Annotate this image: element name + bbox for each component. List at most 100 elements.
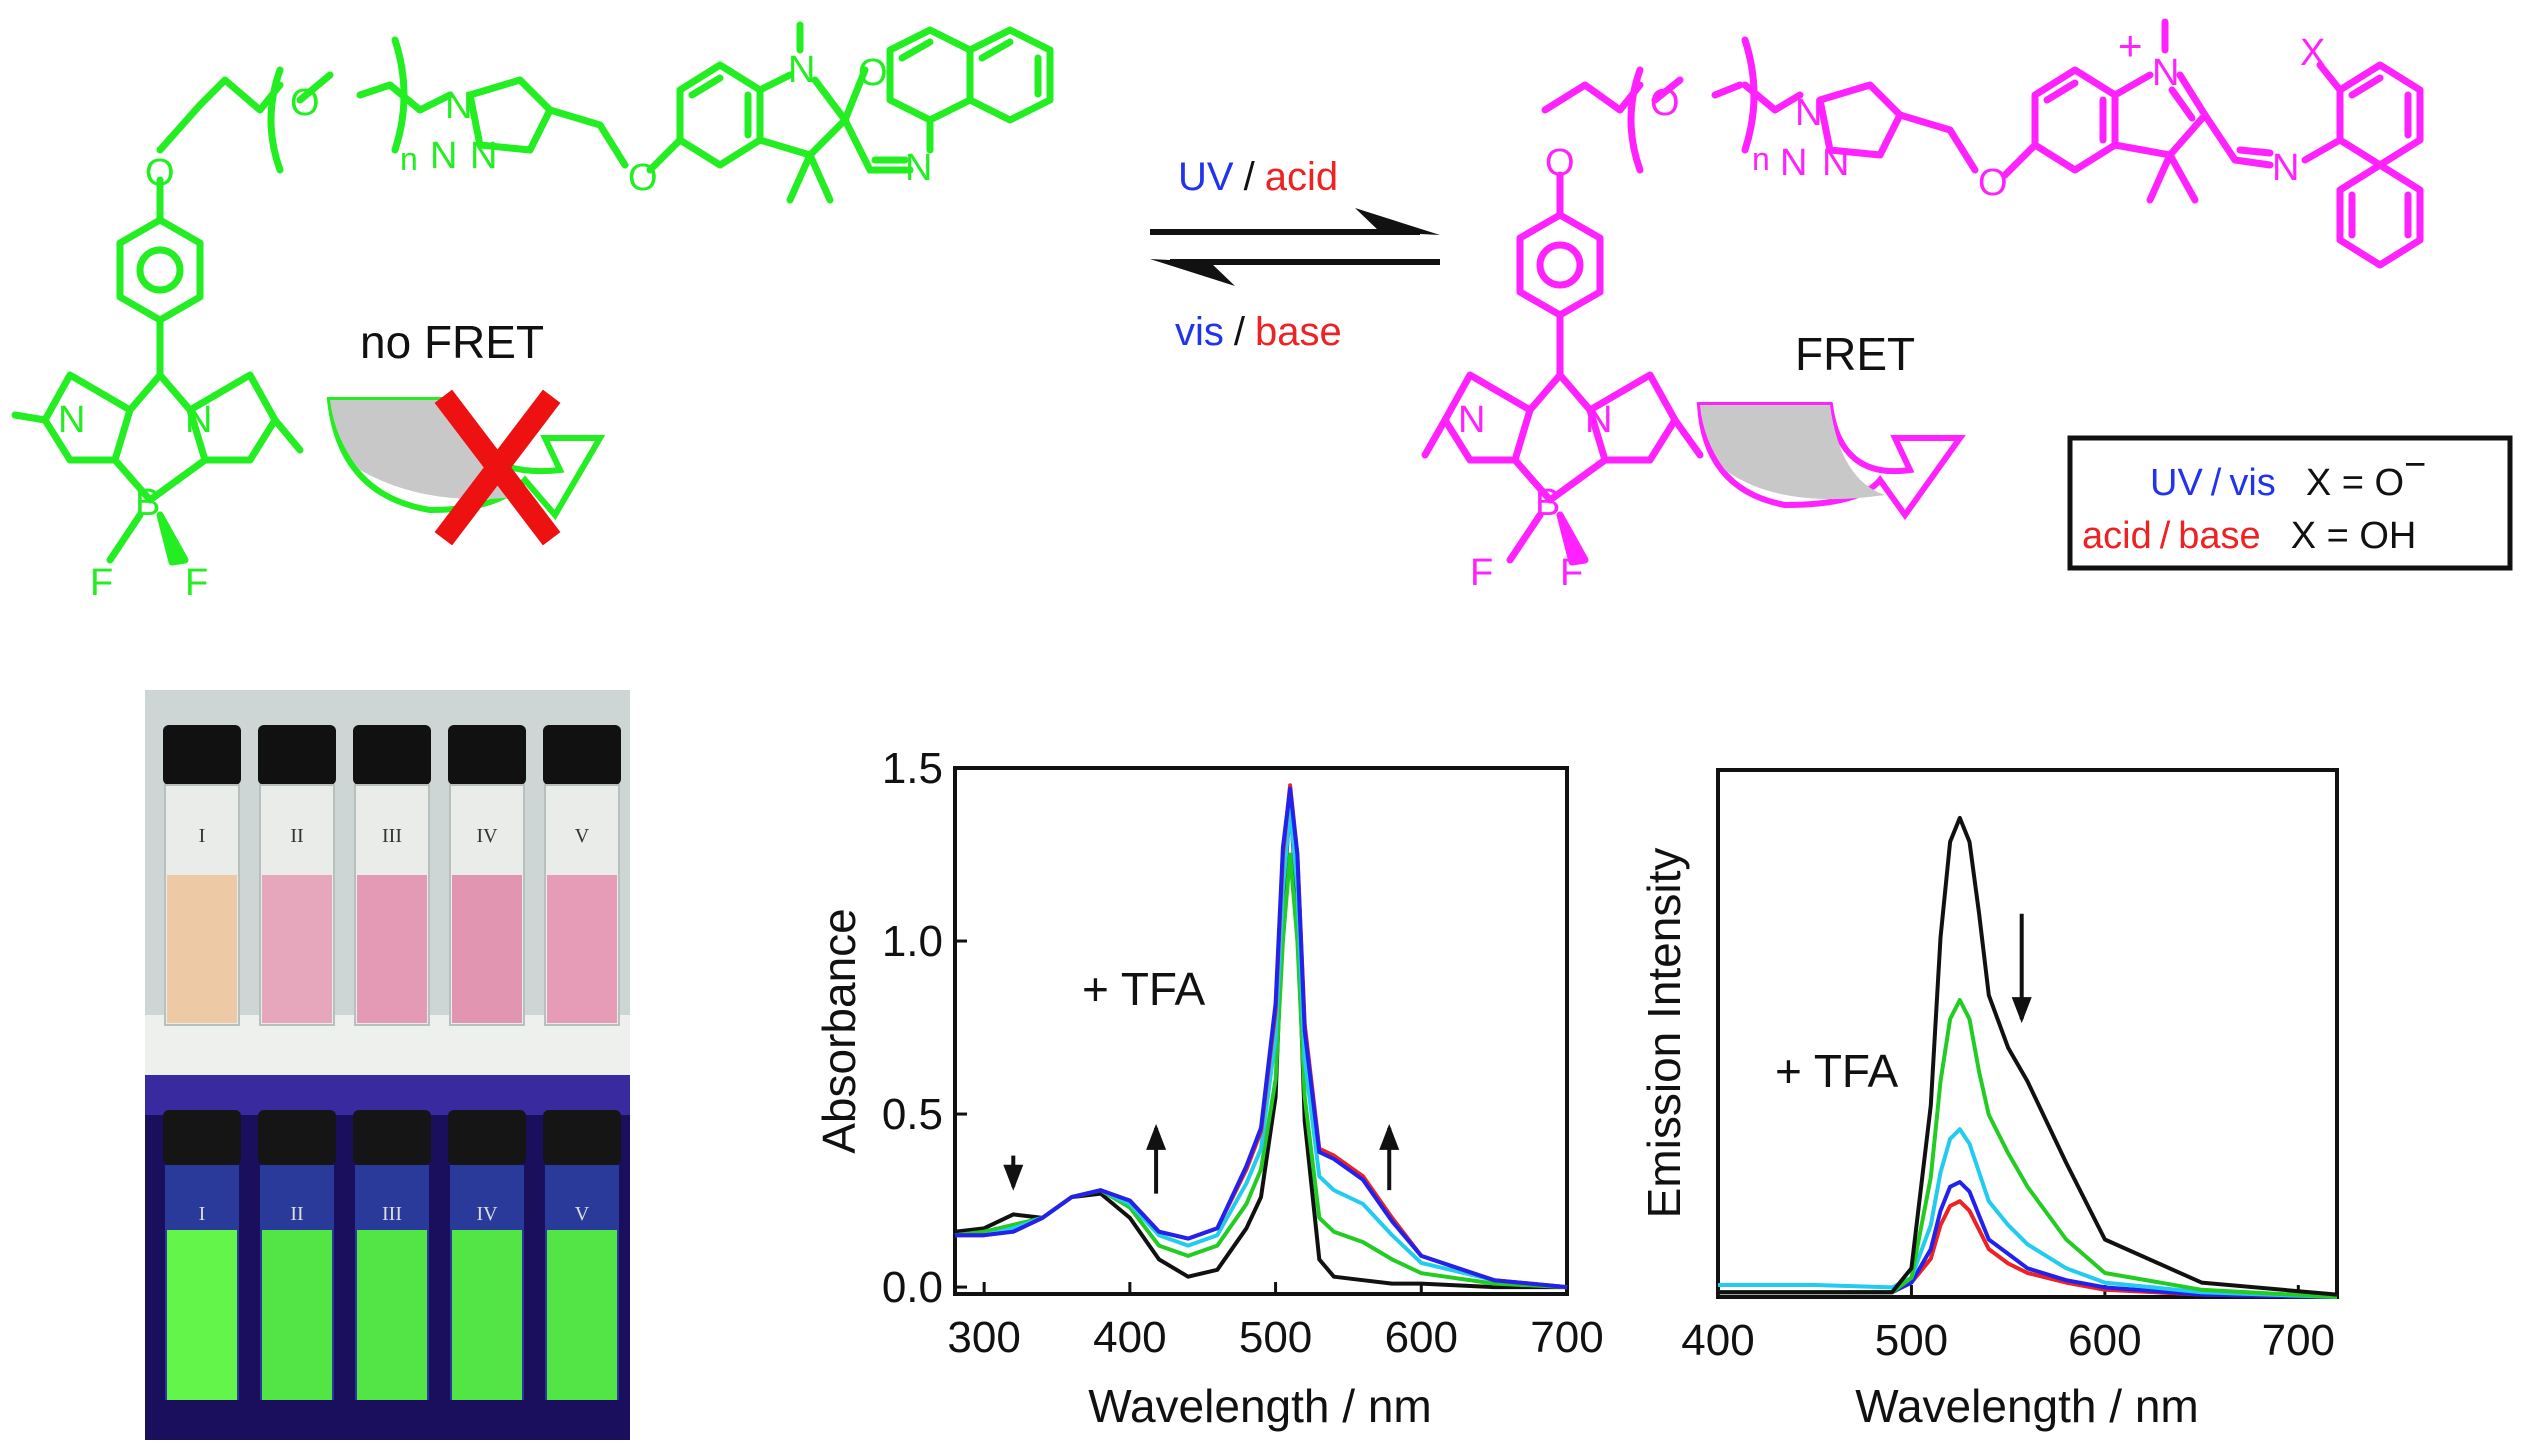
vial-cap bbox=[163, 1110, 241, 1165]
cn-plus-double bbox=[2168, 86, 2196, 122]
atom-oxygen-2: O bbox=[290, 82, 320, 124]
imine-naphthyl-bond bbox=[2301, 136, 2344, 164]
atom-boron: B bbox=[135, 482, 160, 524]
forward-separator: / bbox=[1244, 155, 1256, 199]
y-tick-label: 0.5 bbox=[882, 1090, 943, 1139]
peg-bond-1 bbox=[1651, 76, 1684, 104]
vial-label: II bbox=[290, 825, 303, 847]
peg-bracket-open bbox=[267, 66, 284, 174]
vial-photograph: I II III IV V I II III IV V bbox=[145, 690, 630, 1440]
atom-triazole-n1: N bbox=[1795, 92, 1822, 134]
series-line bbox=[954, 852, 1568, 1290]
series-line bbox=[1718, 1199, 2338, 1299]
vial-label: III bbox=[382, 825, 402, 847]
o-ring-bond bbox=[646, 136, 684, 174]
uv-vials: I II III IV V bbox=[163, 1110, 621, 1400]
atom-n-left: N bbox=[1458, 399, 1485, 441]
legend-base: base bbox=[2178, 515, 2260, 557]
atom-oxygen-3: O bbox=[1978, 162, 2008, 204]
vial-fluorescence bbox=[452, 1230, 522, 1400]
x-tick-label: 600 bbox=[2068, 1316, 2141, 1365]
series-line bbox=[955, 783, 1568, 1290]
vial-label: I bbox=[199, 825, 206, 847]
legend-acid: acid bbox=[2082, 515, 2152, 557]
vial-label: IV bbox=[476, 825, 498, 847]
vial-fluorescence bbox=[357, 1230, 427, 1400]
indoline-n-bond bbox=[756, 71, 794, 94]
peg-bond-1 bbox=[296, 71, 334, 104]
repeat-n: n bbox=[1752, 141, 1770, 177]
red-cross-stroke-2 bbox=[434, 389, 561, 546]
pyrrole-ring-right bbox=[186, 371, 279, 464]
reverse-stimulus-vis: vis bbox=[1175, 310, 1224, 354]
legend-row-uv-vis: UV / vis X = O− bbox=[2150, 444, 2426, 504]
vial-cap bbox=[448, 1110, 526, 1165]
x-tick-label: 400 bbox=[1681, 1316, 1754, 1365]
positive-charge: + bbox=[2118, 22, 2143, 69]
atom-oxygen-3: O bbox=[628, 157, 658, 199]
naph-double-1 bbox=[978, 38, 1014, 62]
forward-stimulus-acid: acid bbox=[1265, 155, 1338, 199]
methyl-right bbox=[271, 416, 304, 454]
atom-oxygen-1: O bbox=[1545, 142, 1575, 184]
atom-triazole-n2: N bbox=[1780, 142, 1807, 184]
right-mol-atom-labels: N N B F F O O n N N N O + N N X bbox=[1458, 22, 2325, 594]
x-tick-label: 700 bbox=[2262, 1316, 2335, 1365]
atom-n-left: N bbox=[58, 399, 85, 441]
peg-bond-2 bbox=[1711, 81, 1744, 99]
vial-cap bbox=[448, 725, 526, 785]
vial-solution bbox=[547, 875, 617, 1023]
emission-annotation-tfa: + TFA bbox=[1775, 1045, 1898, 1097]
fret-label: FRET bbox=[1795, 328, 1915, 380]
absorbance-arrows bbox=[1003, 1123, 1400, 1194]
naph-double-1 bbox=[2348, 74, 2384, 99]
triazole-ring bbox=[1816, 81, 1904, 159]
repeat-n: n bbox=[400, 141, 418, 177]
vial-fluorescence bbox=[167, 1230, 237, 1400]
vial-solution bbox=[357, 875, 427, 1023]
atom-n-right: N bbox=[1585, 399, 1612, 441]
boron-ring bbox=[1511, 456, 1609, 504]
atom-indoline-n: N bbox=[788, 49, 815, 91]
bf-bond-left bbox=[106, 511, 144, 564]
legend-uv: UV bbox=[2150, 462, 2203, 504]
equilibrium-arrows: UV / acid vis / base bbox=[1150, 155, 1440, 354]
blocked-fret-arrow bbox=[326, 389, 606, 546]
pyrrole-ring-left bbox=[41, 371, 134, 464]
spiro-closed-molecule bbox=[11, 21, 1054, 566]
vial-solution bbox=[167, 875, 237, 1023]
reverse-separator: / bbox=[1234, 310, 1246, 354]
methyl-right bbox=[1671, 416, 1704, 459]
fret-arrow bbox=[1696, 402, 1966, 521]
atom-oxazine-o: O bbox=[858, 52, 888, 94]
emission-x-label: Wavelength / nm bbox=[1855, 1380, 2198, 1432]
triazole-ring bbox=[466, 76, 554, 154]
indoline-five-ring bbox=[756, 76, 849, 159]
atom-imine-n: N bbox=[2272, 147, 2299, 189]
legend-x-o: X = O bbox=[2306, 462, 2404, 504]
absorbance-axis-ticks: 300 400 500 600 700 0.0 0.5 1.0 1.5 bbox=[882, 744, 1604, 1362]
vial-cap bbox=[258, 1110, 336, 1165]
indolium-n-bond bbox=[2111, 71, 2154, 99]
atom-n-right: N bbox=[185, 399, 212, 441]
absorbance-y-label: Absorbance bbox=[813, 908, 865, 1154]
atom-fluorine-2: F bbox=[1560, 552, 1583, 594]
meso-bridge bbox=[126, 371, 194, 414]
peg-chain-start bbox=[156, 76, 284, 154]
vial-label: III bbox=[382, 1203, 402, 1225]
indoline-double-1 bbox=[688, 74, 724, 99]
emission-chart: 400 500 600 700 + TFA Wavelength / nm Emiss… bbox=[1638, 768, 2339, 1432]
gem-methyl-2 bbox=[806, 151, 834, 204]
meso-bridge bbox=[1526, 371, 1594, 414]
legend-sep-1: / bbox=[2211, 462, 2222, 504]
forward-stimulus-uv: UV bbox=[1178, 155, 1234, 199]
phenyl-aromatic-circle bbox=[136, 246, 184, 294]
spiro-cn-bond bbox=[841, 116, 914, 174]
legend-vis: vis bbox=[2229, 462, 2275, 504]
bf-wedge bbox=[156, 511, 189, 566]
forward-conditions: UV / acid bbox=[1178, 155, 1338, 199]
imine-double bbox=[2236, 146, 2274, 157]
atom-oxygen-2: O bbox=[1650, 82, 1680, 124]
indolium-five-ring bbox=[2111, 71, 2209, 159]
